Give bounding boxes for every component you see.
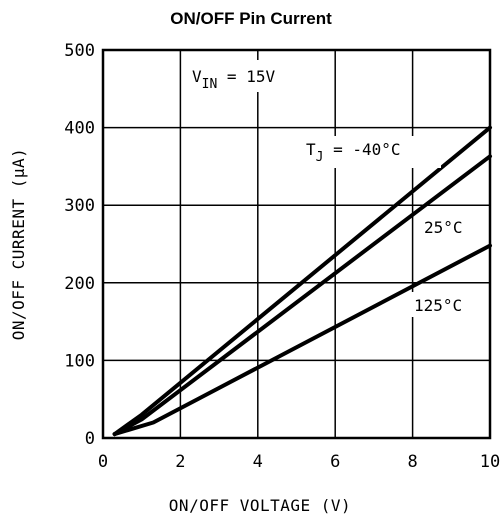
x-tick-label: 8 [407,452,417,472]
tj-prefix: T [306,140,316,159]
x-tick-label: 10 [480,452,500,472]
t125-annotation: 125°C [414,296,462,315]
vin-prefix: V [192,67,202,86]
label-mask [419,214,479,239]
y-tick-labels: 0 100 200 300 400 500 [64,41,95,449]
y-axis-label: ON/OFF CURRENT (μA) [9,148,28,341]
series-line-0 [112,125,492,437]
series-line-2 [112,243,492,437]
label-mask [188,60,300,92]
x-tick-label: 2 [175,452,185,472]
y-tick-label: 0 [85,429,95,449]
x-tick-labels: 0 2 4 6 8 10 [98,452,500,472]
chart-grid [103,50,490,438]
x-tick-label: 4 [253,452,263,472]
y-tick-label: 400 [64,119,95,139]
series-line-1 [112,154,492,437]
x-tick-label: 0 [98,452,108,472]
x-tick-label: 6 [330,452,340,472]
vin-annotation: VIN = 15V [192,67,275,92]
x-axis-label: ON/OFF VOLTAGE (V) [169,496,351,515]
vin-subscript: IN [202,77,218,92]
plot-frame [101,48,492,440]
chart-title: ON/OFF Pin Current [170,9,332,28]
y-tick-label: 100 [64,351,95,371]
label-masks [188,60,479,317]
chart-curves [112,125,492,437]
label-mask [301,136,441,168]
y-tick-label: 300 [64,196,95,216]
label-mask [409,292,479,317]
t25-annotation: 25°C [424,218,463,237]
tj-subscript: J [316,150,324,165]
tj-suffix: = -40°C [323,140,400,159]
tj-minus40-annotation: TJ = -40°C [306,140,401,165]
y-tick-label: 200 [64,274,95,294]
vin-suffix: = 15V [217,67,275,86]
y-tick-label: 500 [64,41,95,61]
